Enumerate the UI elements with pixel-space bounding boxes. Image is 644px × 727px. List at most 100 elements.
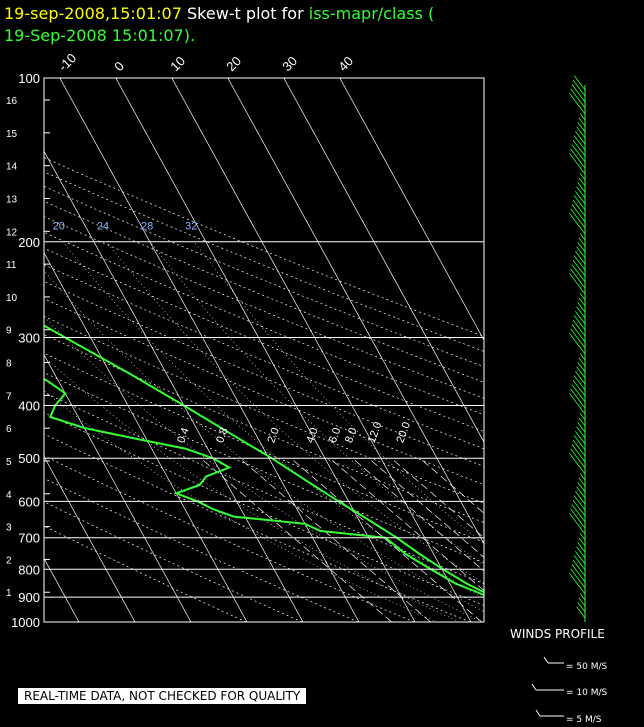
dry-adiabat	[44, 200, 484, 383]
moist-adiabat-label: 28	[141, 221, 153, 233]
wind-barb	[579, 413, 586, 421]
plot-area	[44, 78, 484, 622]
wind-barb	[572, 559, 586, 577]
wind-barb	[569, 272, 586, 295]
pressure-tick-label: 1000	[11, 615, 40, 630]
mixing-ratio-label: 2.0	[265, 426, 282, 444]
moist-adiabat-label: 20	[53, 221, 65, 233]
wind-barb	[579, 533, 586, 541]
height-tick-label: 12	[6, 227, 18, 238]
moist-adiabat	[62, 241, 484, 599]
wind-barb	[576, 126, 586, 139]
dry-adiabat	[44, 315, 484, 504]
pressure-tick-label: 400	[18, 399, 40, 414]
wind-barb	[576, 306, 586, 319]
legend-barb-50-flag	[543, 656, 549, 664]
isotherm-label: 0	[111, 58, 127, 74]
mixing-ratio-line	[329, 457, 484, 592]
dewpoint-trace	[44, 378, 484, 597]
height-tick-label: 8	[6, 359, 12, 370]
height-tick-label: 4	[6, 490, 12, 501]
dry-adiabat	[44, 352, 484, 543]
wind-barb	[572, 79, 586, 97]
mixing-ratio-line	[391, 457, 484, 539]
wind-barb	[578, 237, 586, 247]
dry-adiabat	[44, 334, 484, 523]
wind-barb	[579, 293, 586, 301]
height-tick-label: 6	[6, 424, 12, 435]
wind-legend-10: = 10 M/S	[566, 688, 608, 698]
wind-barb	[569, 152, 586, 175]
isotherm-line	[59, 78, 360, 622]
isotherm-label: 30	[279, 53, 300, 74]
title-source: iss-mapr/class (	[308, 4, 435, 23]
dry-adiabat	[44, 433, 471, 622]
wind-barb	[571, 564, 586, 583]
pressure-tick-label: 200	[18, 235, 40, 250]
wind-barb	[577, 362, 586, 373]
wind-barb	[573, 435, 586, 451]
dry-adiabat	[44, 247, 484, 432]
wind-barb	[578, 417, 586, 427]
height-tick-label: 7	[6, 391, 12, 402]
wind-barb	[576, 186, 586, 199]
isotherm-line	[283, 78, 484, 443]
isotherm-label: 10	[167, 53, 188, 74]
dry-adiabat	[44, 501, 303, 622]
height-tick-label: 2	[6, 555, 12, 566]
wind-barb	[569, 212, 586, 235]
isotherm-line	[44, 150, 304, 622]
wind-barb	[569, 572, 586, 595]
dry-adiabat	[44, 372, 484, 564]
isotherm-label: -10	[55, 50, 79, 74]
legend-barb-5-flag	[535, 709, 541, 717]
isotherm-line	[339, 78, 484, 341]
dry-adiabat	[44, 477, 359, 622]
mixing-ratio-line	[352, 457, 484, 572]
plot-title: 19-sep-2008,15:01:07 Skew-t plot for iss…	[4, 2, 434, 26]
height-tick-label: 11	[6, 260, 17, 271]
wind-barb	[571, 144, 586, 163]
wind-barb	[572, 259, 586, 277]
height-tick-label: 3	[6, 523, 12, 534]
wind-barb	[578, 357, 586, 367]
wind-barb	[570, 508, 586, 529]
wind-barb	[571, 324, 586, 343]
dry-adiabat	[44, 171, 484, 352]
wind-barb	[576, 546, 586, 559]
pressure-tick-label: 600	[18, 494, 40, 509]
isotherm-label: 40	[335, 53, 356, 74]
wind-barb	[573, 375, 586, 391]
pressure-tick-label: 500	[18, 451, 40, 466]
wind-barb	[577, 482, 586, 493]
winds-profile-label: WINDS PROFILE	[510, 627, 605, 641]
wind-barb	[570, 88, 586, 109]
height-tick-label: 14	[6, 162, 18, 173]
wind-barb	[577, 242, 586, 253]
wind-barb	[572, 139, 586, 157]
mixing-ratio-line	[200, 457, 392, 622]
wind-barb	[577, 122, 586, 133]
height-tick-label: 16	[6, 96, 18, 107]
wind-barb	[578, 537, 586, 547]
pressure-tick-label: 100	[18, 71, 40, 86]
wind-barb	[577, 182, 586, 193]
dry-adiabat	[44, 157, 484, 337]
wind-barb	[578, 597, 586, 607]
wind-barb	[575, 250, 586, 265]
wind-barb	[575, 430, 586, 445]
wind-barb	[579, 233, 586, 241]
moist-adiabat	[150, 241, 484, 566]
wind-barb	[575, 130, 586, 145]
wind-barb	[571, 384, 586, 403]
pressure-tick-label: 900	[18, 590, 40, 605]
pressure-tick-label: 300	[18, 331, 40, 346]
wind-barb	[570, 448, 586, 469]
wind-barb	[576, 246, 586, 259]
height-tick-label: 15	[6, 129, 18, 140]
wind-barb	[569, 92, 586, 115]
wind-barb	[573, 255, 586, 271]
wind-barb	[573, 495, 586, 511]
wind-barb	[569, 392, 586, 415]
